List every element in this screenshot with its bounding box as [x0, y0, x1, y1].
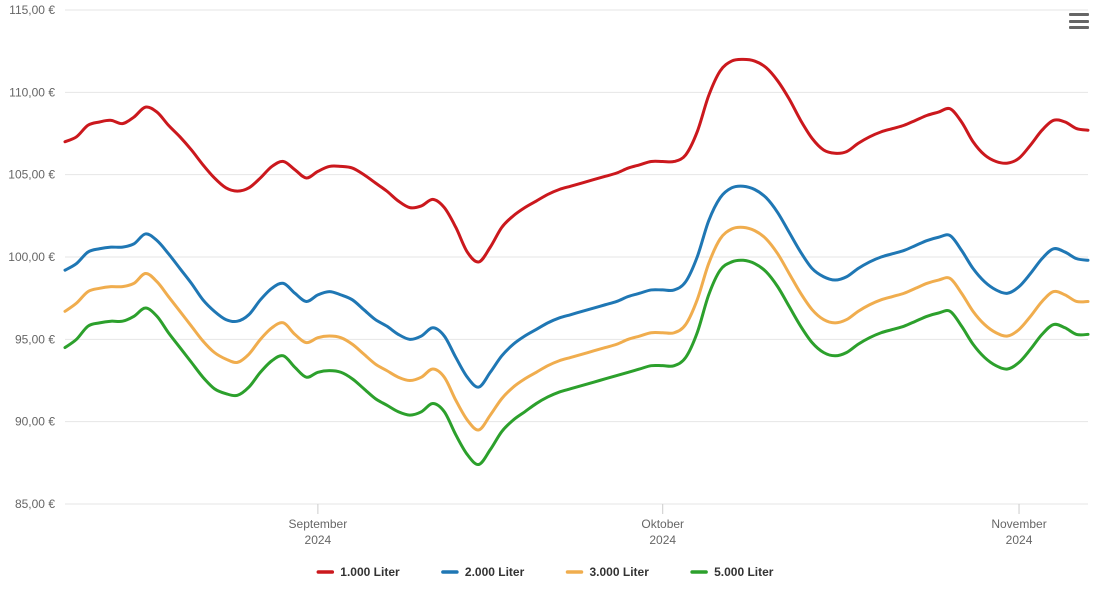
y-axis-label: 100,00 €	[8, 250, 55, 264]
x-axis-month-label: November	[991, 517, 1046, 531]
legend-label[interactable]: 3.000 Liter	[590, 565, 650, 579]
x-axis-month-label: Oktober	[641, 517, 684, 531]
y-axis-label: 110,00 €	[9, 85, 55, 99]
y-axis-label: 115,00 €	[9, 3, 55, 17]
chart-svg: 85,00 € 90,00 € 95,00 € 100,00 € 105,00 € 110…	[0, 0, 1105, 602]
x-axis-year-label: 2024	[649, 533, 676, 547]
x-axis-year-label: 2024	[1006, 533, 1033, 547]
x-axis-year-label: 2024	[305, 533, 332, 547]
y-axis-label: 85,00 €	[15, 497, 55, 511]
legend-label[interactable]: 2.000 Liter	[465, 565, 525, 579]
price-chart: 85,00 € 90,00 € 95,00 € 100,00 € 105,00 € 110…	[0, 0, 1105, 602]
legend-label[interactable]: 5.000 Liter	[714, 565, 774, 579]
series-line	[65, 260, 1088, 464]
series-line	[65, 227, 1088, 430]
series-line	[65, 59, 1088, 262]
chart-menu-icon[interactable]	[1067, 10, 1091, 32]
y-axis-label: 105,00 €	[8, 168, 55, 182]
y-axis-label: 95,00 €	[15, 332, 55, 346]
legend-label[interactable]: 1.000 Liter	[340, 565, 400, 579]
y-axis-label: 90,00 €	[15, 415, 55, 429]
x-axis-month-label: September	[289, 517, 348, 531]
